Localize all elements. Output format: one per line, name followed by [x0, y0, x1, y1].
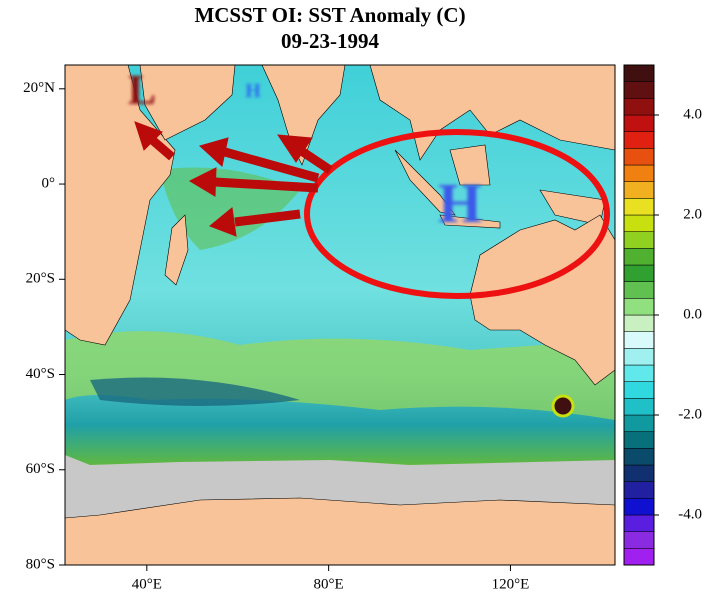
colorbar-swatch [623, 64, 655, 82]
colorbar-swatch [623, 381, 655, 399]
lon-tick-label: 80°E [314, 576, 344, 592]
lat-tick-label: 40°S [26, 366, 55, 382]
colorbar-tick-label: 0.0 [683, 306, 702, 322]
sumatra [394, 149, 456, 216]
low-label: L [128, 68, 156, 114]
colorbar-swatch [623, 98, 655, 116]
madagascar [164, 214, 189, 286]
colorbar-swatch [623, 514, 655, 532]
colorbar-tick-label: 4.0 [683, 106, 702, 122]
map-frame [64, 64, 616, 566]
cold-anomaly [90, 377, 300, 406]
colorbar-swatch [623, 314, 655, 332]
high-label-large: H [438, 173, 482, 235]
warm-spot [551, 394, 575, 418]
colorbar-swatch [623, 214, 655, 232]
colorbar-swatch [623, 548, 655, 566]
colorbar-swatch [623, 231, 655, 249]
lon-tick-label: 120°E [492, 576, 530, 592]
colorbar-swatch [623, 331, 655, 349]
colorbar-swatch [623, 348, 655, 366]
borneo [449, 144, 491, 186]
colorbar-tick-label: -4.0 [678, 506, 702, 522]
lat-tick-label: 80°S [26, 556, 55, 572]
lon-tick-label: 40°E [132, 576, 162, 592]
colorbar-swatch [623, 431, 655, 449]
high-pressure-ring [304, 129, 610, 299]
map-area: L H H [64, 64, 616, 566]
high-label-small: H [245, 80, 261, 102]
colorbar-swatch [623, 298, 655, 316]
colorbar-swatch [623, 464, 655, 482]
java [439, 214, 501, 229]
colorbar-swatch [623, 81, 655, 99]
colorbar-swatch [623, 398, 655, 416]
colorbar-swatch [623, 114, 655, 132]
colorbar-swatch [623, 414, 655, 432]
colorbar-swatch [623, 198, 655, 216]
wind-arrows [134, 121, 333, 237]
lat-tick-label: 20°S [26, 271, 55, 287]
map-date: 09-23-1994 [281, 29, 379, 53]
colorbar-swatch [623, 448, 655, 466]
colorbar-swatch [623, 531, 655, 549]
colorbar-swatch [623, 264, 655, 282]
sea-ice [65, 455, 615, 518]
axis-ticks: 20°N 0° 20°S 40°S 60°S 80°S 40°E 80°E 120°E [23, 80, 529, 592]
map-title: MCSST OI: SST Anomaly (C) [194, 3, 465, 27]
colorbar: 4.0 2.0 0.0 -2.0 -4.0 [623, 64, 702, 566]
colorbar-tick-label: 2.0 [683, 206, 702, 222]
colorbar-swatch [623, 131, 655, 149]
colorbar-swatch [623, 281, 655, 299]
india [261, 64, 346, 166]
lat-tick-label: 0° [42, 175, 56, 191]
colorbar-swatch [623, 481, 655, 499]
colorbar-tick-label: -2.0 [678, 406, 702, 422]
colorbar-swatch [623, 181, 655, 199]
lat-tick-label: 60°S [26, 461, 55, 477]
lat-tick-label: 20°N [23, 80, 55, 96]
colorbar-swatch [623, 498, 655, 516]
colorbar-swatch [623, 248, 655, 266]
antarctica [64, 497, 616, 566]
colorbar-swatch [623, 148, 655, 166]
colorbar-swatch [623, 364, 655, 382]
colorbar-swatch [623, 164, 655, 182]
